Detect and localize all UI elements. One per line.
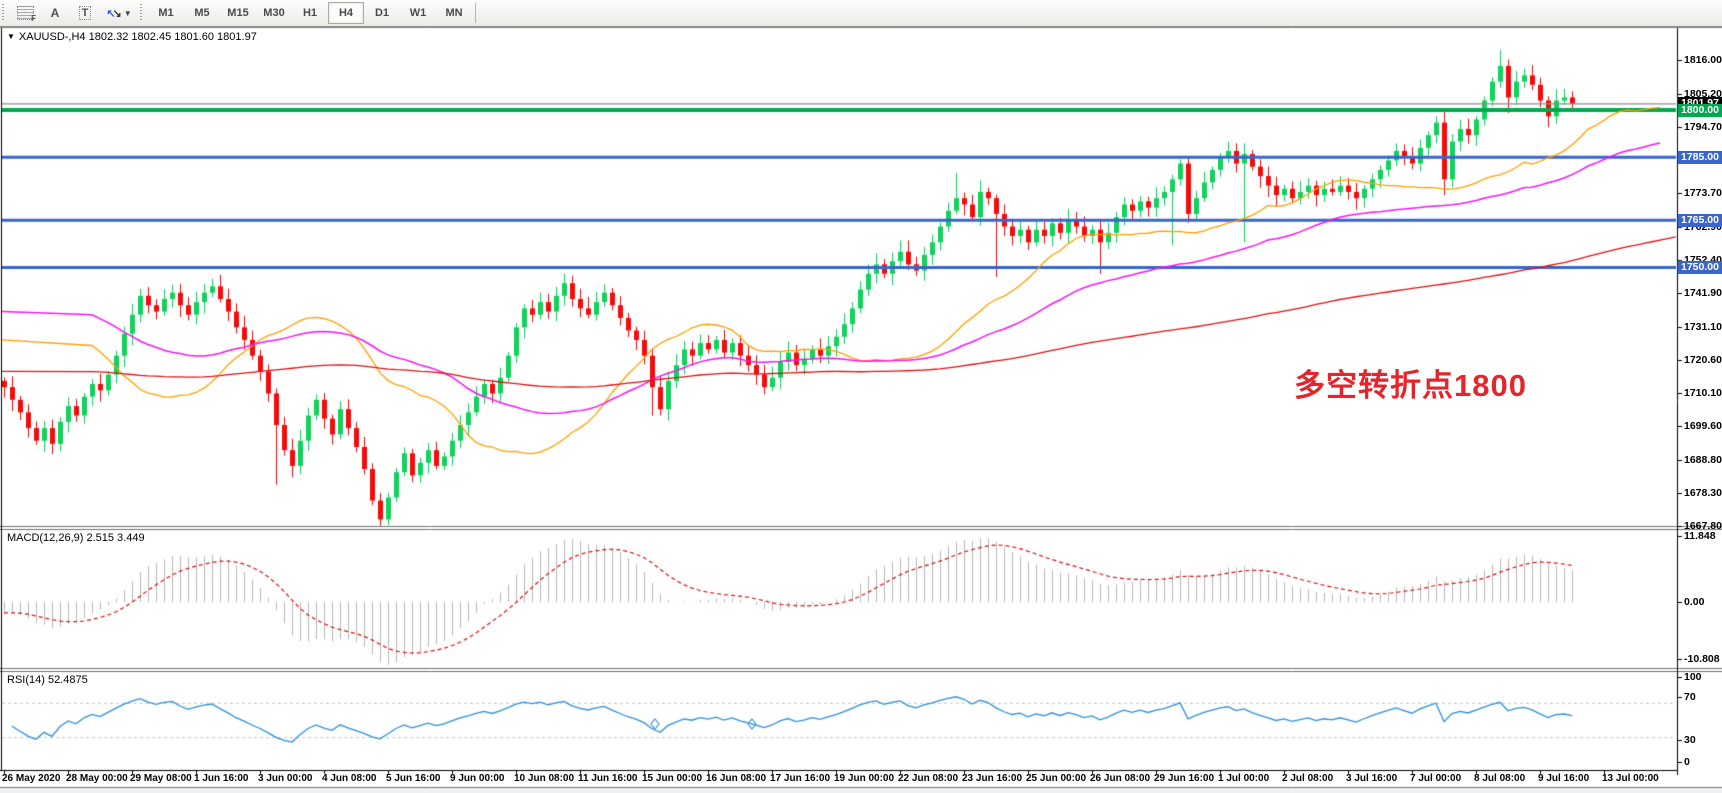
- toolbar-separator: [475, 3, 476, 23]
- timeframe-toolbar-grip[interactable]: [140, 4, 145, 22]
- timeframe-button-M15[interactable]: M15: [227, 7, 249, 19]
- timeframes-group: M1 M5 M15 M30 H1 H4 D1 W1 MN: [148, 2, 472, 24]
- toolbar: F A T ↖ ↘ ▼ M1 M5 M15 M30 H1 H4 D1 W1 MN: [0, 0, 1722, 27]
- timeframe-button-H4[interactable]: H4: [328, 2, 364, 24]
- chart-text-annotation[interactable]: 多空转折点1800: [1294, 368, 1527, 403]
- timeframe-button-MN[interactable]: MN: [445, 7, 463, 19]
- timeframe-button-D1[interactable]: D1: [374, 7, 390, 19]
- timeframe-button-W1[interactable]: W1: [409, 7, 427, 19]
- dropdown-caret-icon: ▼: [123, 8, 132, 18]
- timeframe-button-M1[interactable]: M1: [158, 7, 174, 19]
- fibo-grid-tool-icon[interactable]: F: [11, 1, 39, 25]
- drawing-tools-group: F A T ↖ ↘ ▼: [10, 1, 138, 25]
- timeframe-button-H1[interactable]: H1: [302, 7, 318, 19]
- timeframe-button-M5[interactable]: M5: [194, 7, 210, 19]
- text-box-tool-icon[interactable]: T: [71, 1, 99, 25]
- cursor-arrows-tool-icon[interactable]: ↖ ↘ ▼: [106, 7, 132, 20]
- text-label-tool-icon[interactable]: A: [50, 6, 60, 20]
- toolbar-grip[interactable]: [2, 4, 7, 22]
- timeframe-button-M30[interactable]: M30: [263, 7, 285, 19]
